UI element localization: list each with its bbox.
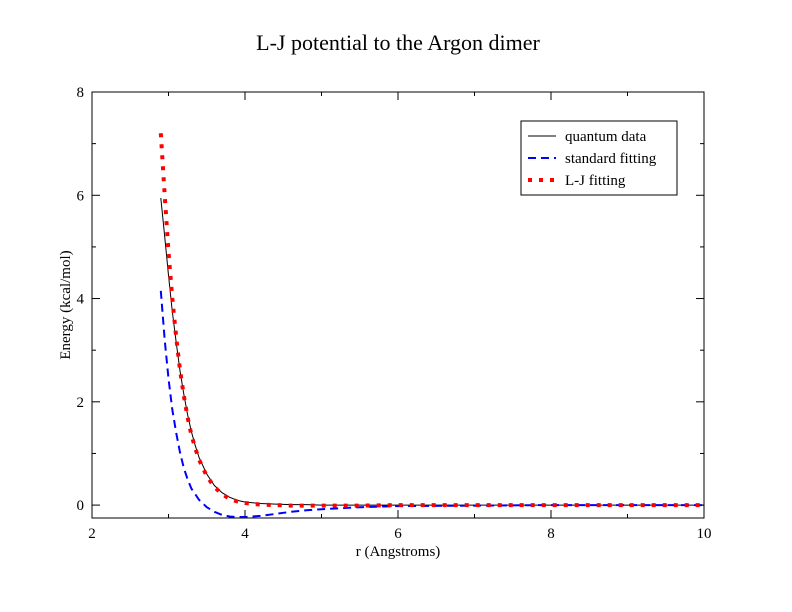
x-axis: 2 4 6 8 10 [88, 92, 712, 542]
y-tick-label: 8 [77, 85, 85, 101]
y-axis-label: Energy (kcal/mol) [58, 250, 74, 359]
legend-label: standard fitting [565, 151, 657, 167]
series-line-l-j-fitting [158, 133, 704, 508]
y-tick-label: 2 [77, 395, 85, 411]
series-line-standard-fitting [159, 290, 704, 518]
chart-title: L-J potential to the Argon dimer [256, 30, 540, 55]
y-axis: 0 2 4 6 8 [77, 85, 704, 514]
x-tick-label: 8 [547, 526, 555, 542]
legend-label: quantum data [565, 129, 647, 145]
series-layer [158, 133, 704, 518]
y-tick-label: 4 [77, 292, 85, 308]
legend-label: L-J fitting [565, 173, 626, 189]
series-line-quantum-data [160, 197, 704, 506]
x-tick-label: 2 [88, 526, 96, 542]
x-axis-label: r (Angstroms) [356, 544, 441, 560]
y-tick-label: 6 [77, 188, 85, 204]
y-tick-label: 0 [77, 498, 85, 514]
x-tick-label: 6 [394, 526, 402, 542]
x-tick-label: 10 [697, 526, 712, 542]
legend: quantum data standard fitting L-J fitting [520, 120, 678, 196]
x-tick-label: 4 [241, 526, 249, 542]
